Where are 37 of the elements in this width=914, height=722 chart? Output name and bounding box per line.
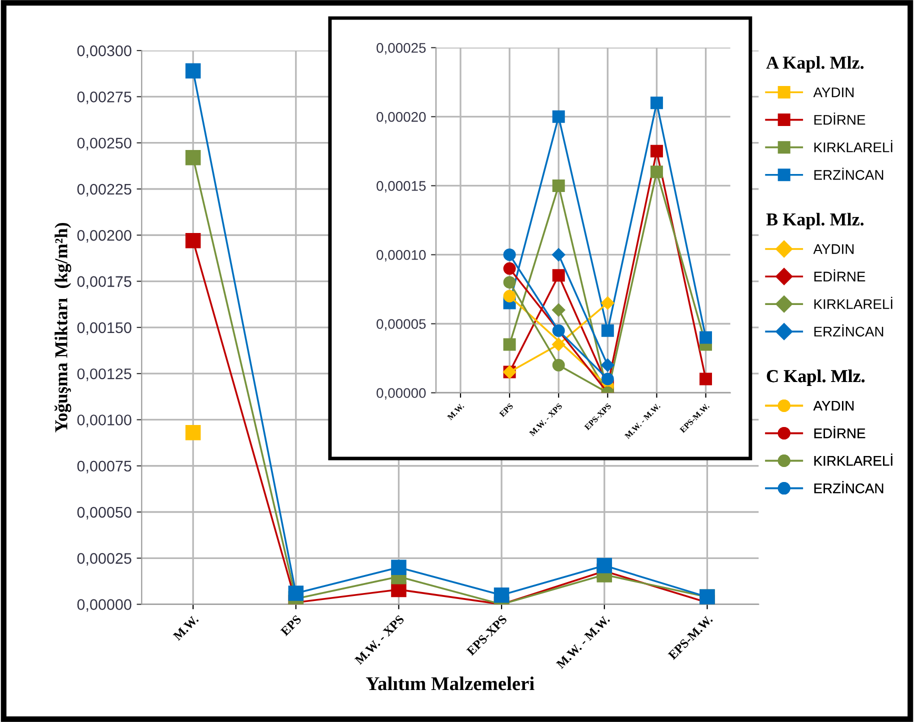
y-tick-label: 0,00075 <box>77 460 132 474</box>
legend-label: EDİRNE <box>814 269 866 282</box>
legend-label: KIRKLARELİ <box>814 454 892 466</box>
y-tick-label: 0,00015 <box>376 181 426 193</box>
y-tick-label: 0,00200 <box>77 230 132 243</box>
text: A Kapl. Mlz. <box>766 56 864 72</box>
y-tick-label: 0,00025 <box>77 553 132 566</box>
y-tick-label: 0,00250 <box>77 138 132 150</box>
legend-label: EDİRNE <box>814 112 866 125</box>
y-tick-label: 0,00125 <box>77 368 132 382</box>
y-tick-label: 0,00005 <box>376 319 426 331</box>
y-axis-title: Yoğuşma Miktarı (kg/m²h) <box>54 222 72 432</box>
x-axis-title: Yalıtım Malzemeleri <box>366 676 534 690</box>
legend-label: KIRKLARELİ <box>814 140 892 152</box>
y-tick-label: 0,00010 <box>376 250 426 262</box>
y-tick-label: 0,00050 <box>77 506 132 520</box>
y-tick-label: 0,00100 <box>77 414 132 428</box>
y-tick-label: 0,00150 <box>77 322 132 335</box>
legend-label: EDİRNE <box>814 426 866 438</box>
y-tick-label: 0,00300 <box>77 45 132 58</box>
text: C Kapl. Mlz. <box>766 370 865 386</box>
legend-label: ERZİNCAN <box>814 168 884 180</box>
text: B Kapl. Mlz. <box>766 212 864 230</box>
legend-label: ERZİNCAN <box>814 324 884 337</box>
y-tick-label: 0,00025 <box>376 42 426 54</box>
legend-label: ERZİNCAN <box>814 481 884 494</box>
y-tick-label: 0,00275 <box>77 92 132 104</box>
x-tick-label: EPS <box>280 614 302 636</box>
legend-label: AYDIN <box>813 401 854 411</box>
y-tick-label: 0,00000 <box>376 388 426 400</box>
y-tick-label: 0,00020 <box>376 112 426 124</box>
legend-label: AYDIN <box>813 88 854 98</box>
y-tick-label: 0,00000 <box>77 599 132 612</box>
legend-label: KIRKLARELİ <box>814 296 892 309</box>
legend-label: AYDIN <box>813 244 854 254</box>
y-tick-label: 0,00225 <box>77 184 132 196</box>
y-tick-label: 0,00175 <box>77 276 132 289</box>
